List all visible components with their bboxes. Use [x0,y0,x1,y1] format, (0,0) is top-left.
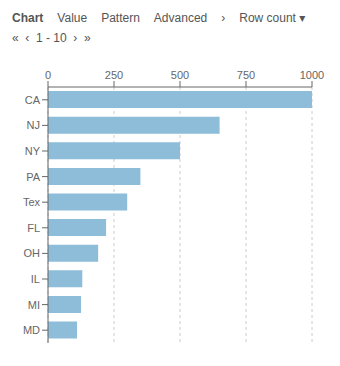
svg-text:MD: MD [23,324,40,336]
svg-text:NY: NY [25,145,41,157]
svg-text:500: 500 [171,69,189,81]
svg-text:750: 750 [237,69,255,81]
html-text:Advanced: Advanced [153,11,208,25]
svg-text:1000: 1000 [300,69,324,81]
svg-text:Tex: Tex [23,196,41,208]
svg-text:PA: PA [26,171,41,183]
html-text:Row count ▾: Row count ▾ [239,11,306,25]
html-text:Pattern: Pattern [101,11,140,25]
html-text:« ‹ 1 - 10 › »: « ‹ 1 - 10 › » [12,31,91,45]
svg-text:OH: OH [24,247,41,259]
html-text:Value: Value [57,11,88,25]
html-text:Chart: Chart [12,11,44,25]
svg-text:CA: CA [25,94,41,106]
svg-text:0: 0 [45,69,51,81]
svg-text:FL: FL [27,222,40,234]
svg-text:IL: IL [31,273,40,285]
svg-text:NJ: NJ [27,119,40,131]
svg-text:250: 250 [105,69,123,81]
svg-text:MI: MI [28,299,40,311]
